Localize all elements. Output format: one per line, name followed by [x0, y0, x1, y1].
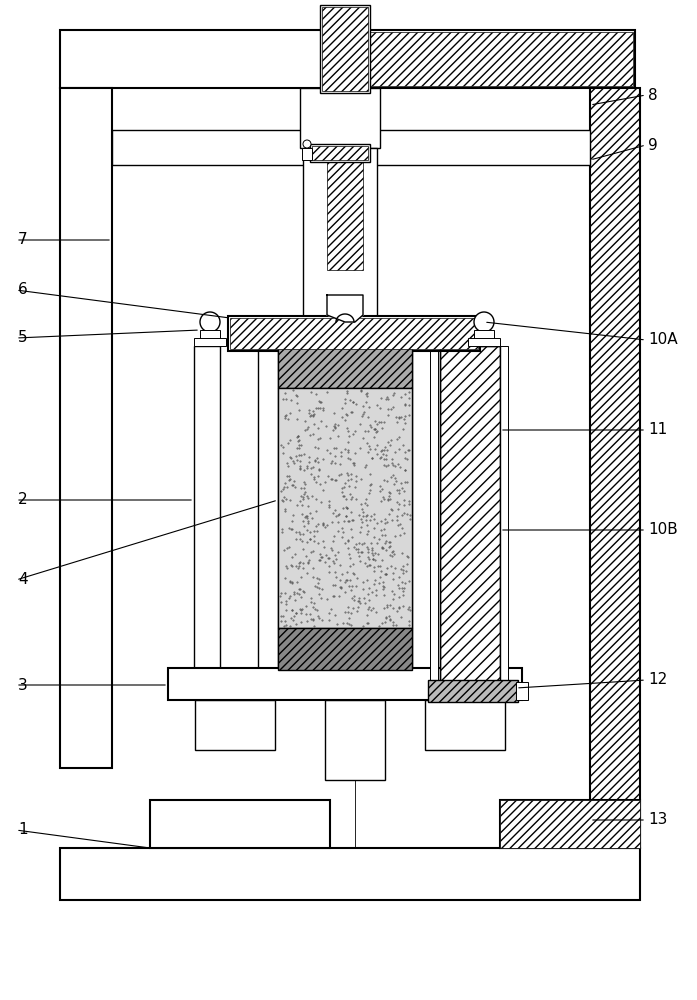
Text: 9: 9	[648, 137, 658, 152]
Text: 13: 13	[648, 812, 667, 828]
Bar	[302, 148, 312, 160]
Bar	[322, 7, 368, 91]
Bar	[300, 88, 380, 148]
Circle shape	[200, 312, 220, 332]
Text: 10B: 10B	[648, 522, 677, 538]
Bar	[470, 346, 496, 686]
Bar	[60, 88, 112, 768]
Bar	[425, 700, 505, 750]
Bar	[112, 130, 590, 165]
Text: 7: 7	[18, 232, 28, 247]
Bar	[278, 346, 412, 388]
Bar	[516, 682, 528, 700]
Bar	[195, 700, 275, 750]
Bar	[428, 680, 518, 702]
Text: 4: 4	[18, 572, 28, 587]
Bar	[278, 628, 412, 670]
Text: 8: 8	[648, 88, 658, 103]
Polygon shape	[327, 295, 363, 322]
Bar	[303, 148, 377, 318]
Text: 10A: 10A	[648, 332, 677, 348]
Bar	[230, 318, 478, 349]
Bar	[194, 338, 226, 346]
Bar	[60, 30, 635, 88]
Bar	[474, 330, 494, 340]
Bar	[590, 88, 640, 848]
Text: 6: 6	[18, 282, 28, 298]
Bar	[440, 346, 500, 686]
Bar	[60, 848, 640, 900]
Text: 2: 2	[18, 492, 28, 508]
Bar	[278, 388, 412, 628]
Bar	[310, 144, 370, 162]
Bar	[500, 800, 640, 848]
Bar	[228, 316, 480, 351]
Bar	[500, 800, 640, 848]
Bar	[150, 800, 330, 848]
Bar	[200, 330, 220, 340]
Text: 11: 11	[648, 422, 667, 438]
Bar	[412, 346, 432, 686]
Bar	[194, 346, 220, 686]
Bar	[258, 346, 278, 686]
Circle shape	[303, 140, 311, 148]
Text: 5: 5	[18, 330, 28, 346]
Bar	[500, 346, 508, 686]
Bar	[430, 346, 438, 686]
Bar	[327, 150, 363, 270]
Bar	[440, 346, 500, 686]
Circle shape	[474, 312, 494, 332]
Bar	[325, 700, 385, 780]
Text: 1: 1	[18, 822, 28, 838]
Bar	[312, 146, 368, 160]
Bar	[168, 668, 522, 700]
Text: 12: 12	[648, 672, 667, 688]
Bar	[320, 5, 370, 93]
Bar	[468, 338, 500, 346]
Text: 3: 3	[18, 678, 28, 692]
Bar	[340, 32, 633, 86]
